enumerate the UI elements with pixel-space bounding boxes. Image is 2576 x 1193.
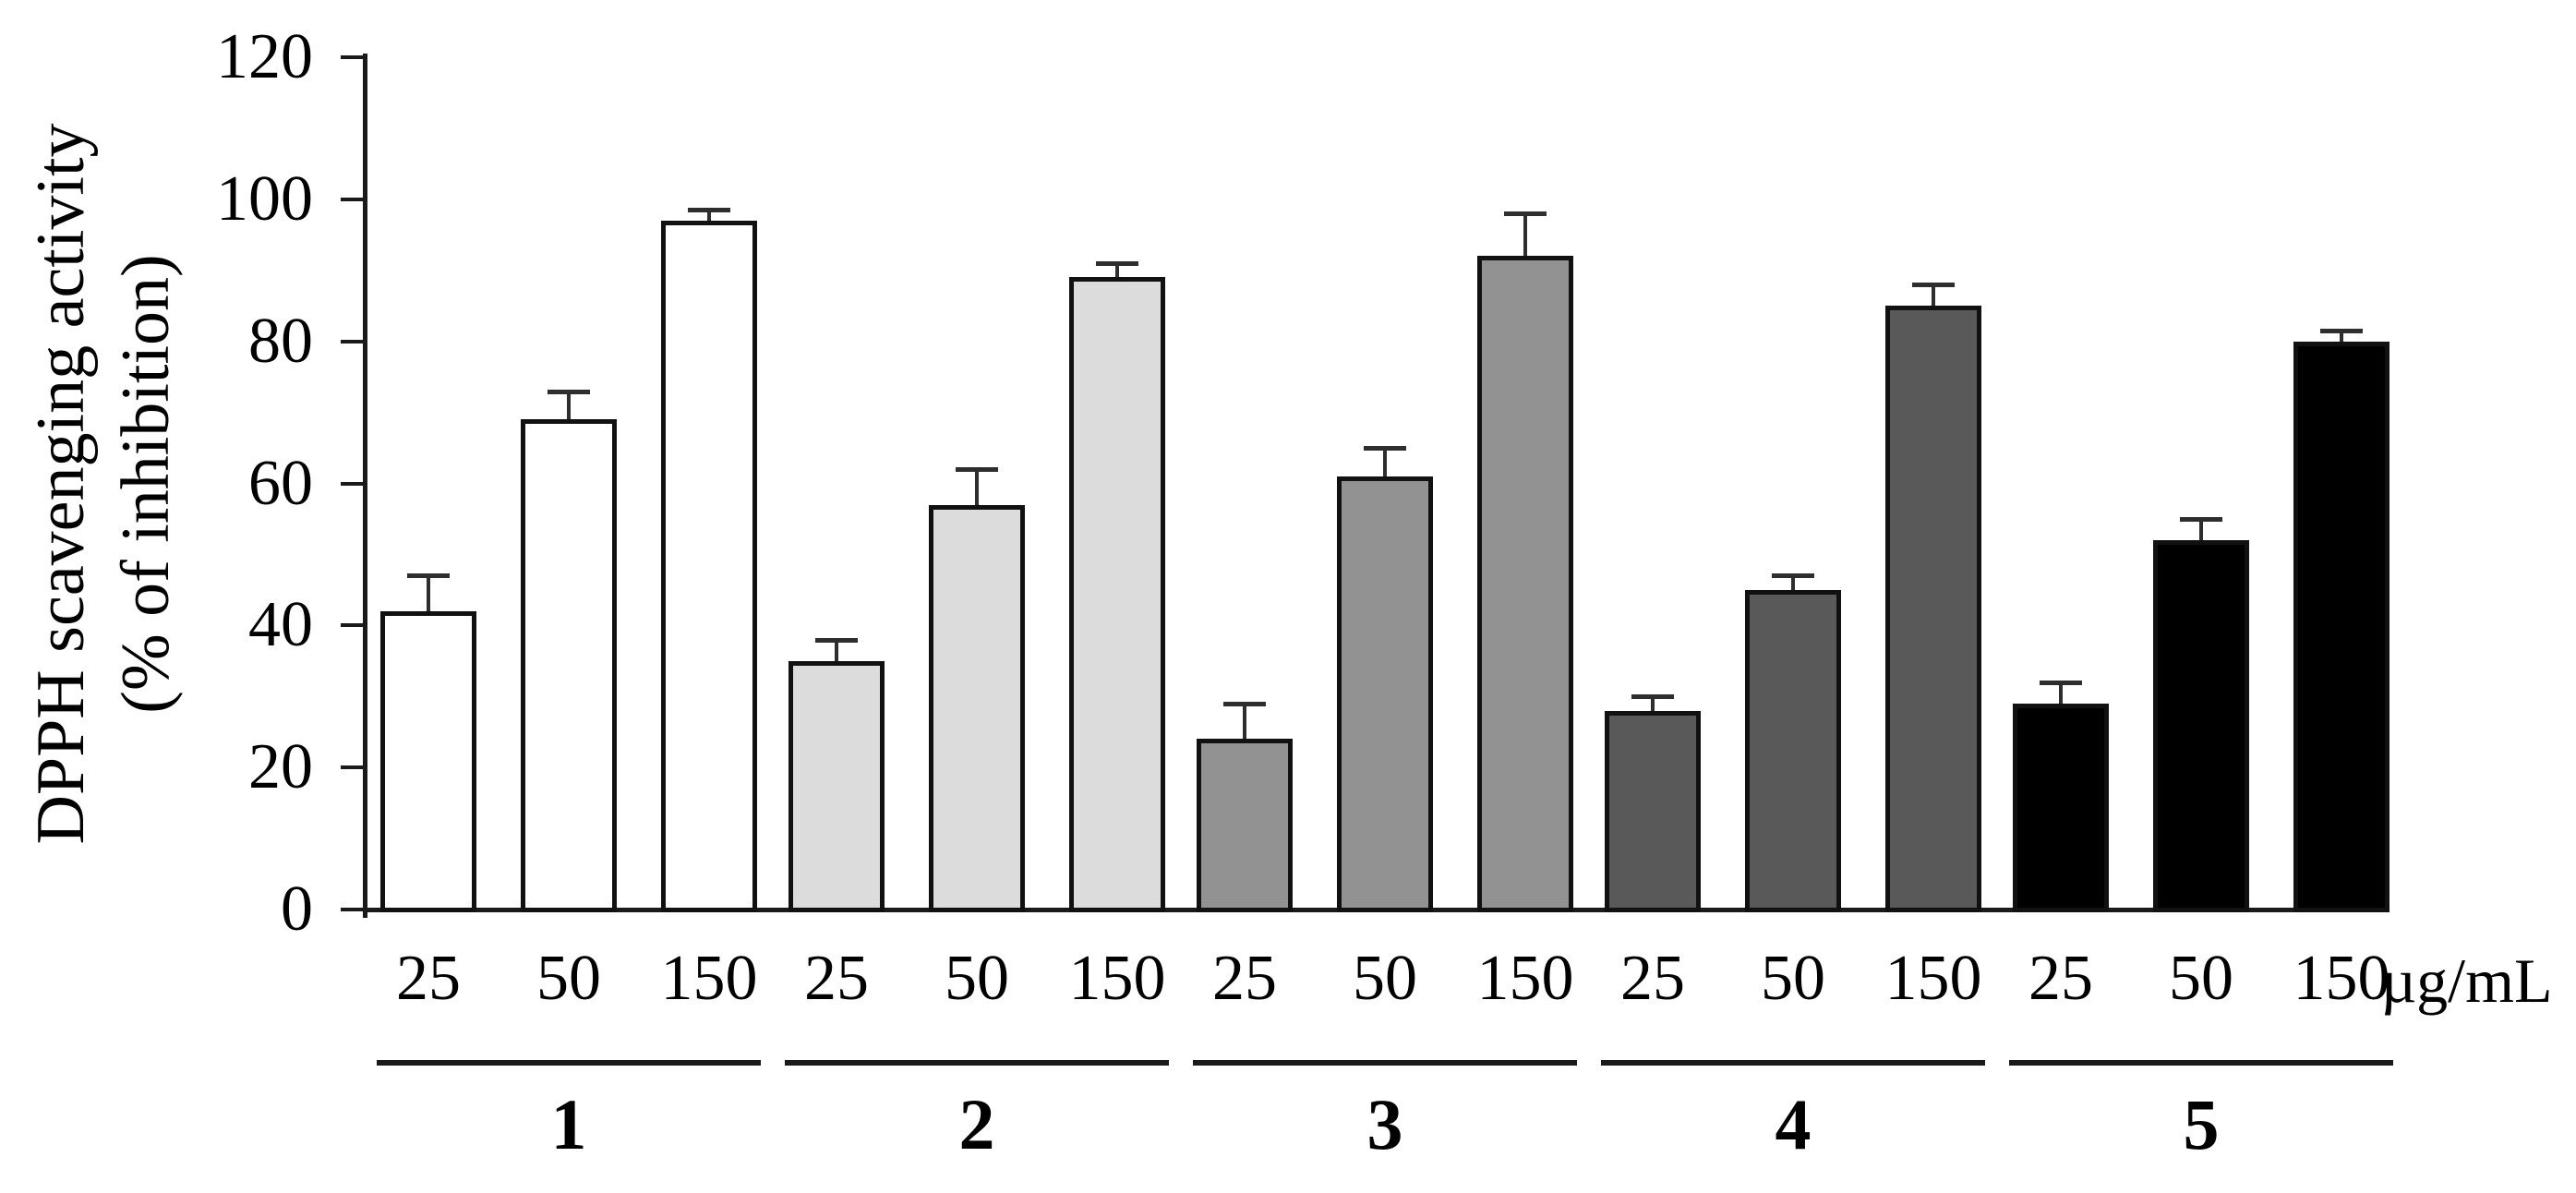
y-tick-label: 60: [248, 447, 313, 519]
y-tick-label: 40: [248, 589, 313, 661]
y-tick: [341, 623, 363, 628]
bar-x-label: 25: [1620, 943, 1685, 1014]
error-bar-cap: [1912, 283, 1955, 288]
error-bar: [1651, 696, 1655, 717]
group-underline: [1193, 1060, 1577, 1066]
bar-x-label: 25: [1212, 943, 1277, 1014]
bar-x-label: 25: [2028, 943, 2093, 1014]
error-bar: [1932, 284, 1935, 312]
group-underline: [377, 1060, 761, 1066]
error-bar-cap: [407, 573, 450, 579]
error-bar: [2340, 331, 2343, 347]
bar-x-label: 25: [396, 943, 461, 1014]
error-bar: [1243, 703, 1246, 745]
y-tick: [341, 339, 363, 343]
error-bar: [707, 210, 711, 226]
bar-x-label: 50: [536, 943, 601, 1014]
error-bar: [835, 639, 838, 667]
bar: [1337, 476, 1433, 912]
error-bar: [427, 575, 430, 617]
bar-x-label: 50: [2169, 943, 2233, 1014]
error-bar-cap: [815, 637, 858, 643]
error-bar: [2059, 681, 2063, 709]
error-bar-cap: [956, 467, 998, 473]
bar: [661, 220, 757, 912]
error-bar-cap: [1631, 694, 1674, 700]
error-bar: [1115, 263, 1119, 283]
error-bar: [567, 391, 571, 426]
bar: [1605, 710, 1701, 912]
bar: [2153, 540, 2249, 912]
bar: [788, 660, 885, 912]
bar-x-label: 25: [804, 943, 869, 1014]
bar-x-label: 150: [1884, 943, 1982, 1014]
y-tick: [341, 908, 363, 911]
bar: [521, 419, 617, 912]
error-bar-cap: [1504, 211, 1547, 217]
bar-x-label: 150: [1476, 943, 1574, 1014]
error-bar-cap: [1096, 261, 1138, 267]
y-tick-label: 20: [248, 731, 313, 803]
error-bar: [975, 469, 979, 511]
y-tick: [341, 765, 363, 770]
y-tick: [341, 197, 363, 201]
group-label: 4: [1775, 1084, 1812, 1164]
error-bar-cap: [688, 208, 730, 213]
y-tick: [341, 55, 363, 59]
unit-label: µg/mL: [2380, 946, 2553, 1016]
bar: [2013, 703, 2109, 912]
bar-x-label: 150: [2293, 943, 2390, 1014]
y-tick-label: 120: [216, 21, 313, 92]
bar: [1745, 589, 1841, 912]
error-bar-cap: [548, 389, 590, 394]
bar: [1885, 306, 1981, 912]
error-bar-cap: [1772, 573, 1814, 579]
bar: [929, 504, 1025, 912]
error-bar: [1523, 213, 1527, 262]
y-tick-label: 0: [281, 874, 313, 945]
bar-x-label: 50: [1761, 943, 1825, 1014]
bar-x-label: 150: [660, 943, 758, 1014]
group-underline: [1601, 1060, 1985, 1066]
y-axis-line: [363, 54, 367, 918]
group-underline: [2009, 1060, 2393, 1066]
y-tick: [341, 481, 363, 486]
bar: [380, 610, 476, 912]
error-bar: [2199, 518, 2203, 547]
bar-x-label: 150: [1068, 943, 1166, 1014]
group-underline: [785, 1060, 1169, 1066]
y-tick-label: 100: [216, 163, 313, 235]
bar: [1477, 256, 1573, 912]
error-bar-cap: [2320, 329, 2363, 334]
error-bar-cap: [2180, 516, 2222, 522]
group-label: 3: [1366, 1084, 1403, 1164]
bar: [1197, 739, 1293, 912]
group-label: 5: [2183, 1084, 2220, 1164]
error-bar-cap: [1364, 446, 1406, 452]
group-label: 2: [958, 1084, 995, 1164]
error-bar: [1791, 575, 1795, 596]
bar-x-label: 50: [1353, 943, 1417, 1014]
error-bar: [1383, 448, 1387, 482]
bar-x-label: 50: [945, 943, 1009, 1014]
bar: [1069, 277, 1165, 912]
error-bar-cap: [1223, 701, 1266, 706]
bar: [2293, 341, 2389, 912]
y-tick-label: 80: [248, 305, 313, 377]
group-label: 1: [550, 1084, 587, 1164]
error-bar-cap: [2040, 680, 2082, 685]
